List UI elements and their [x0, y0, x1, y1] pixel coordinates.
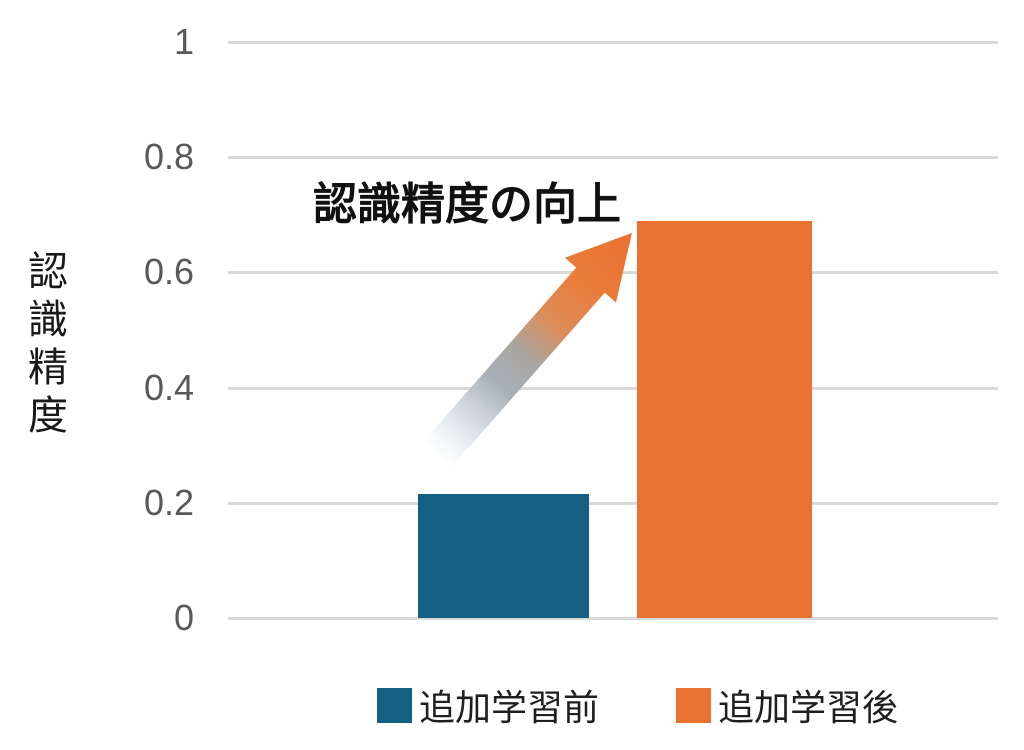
gridline-0.8 — [228, 156, 998, 160]
y-tick-label-0.8: 0.8 — [143, 136, 194, 178]
legend: 追加学習前 追加学習後 — [0, 682, 1024, 728]
gridline-0.2 — [228, 501, 998, 505]
legend-item-after: 追加学習後 — [676, 682, 898, 728]
bar-after-training — [637, 221, 812, 618]
y-tick-label-0.6: 0.6 — [143, 251, 194, 293]
gridline-1 — [228, 41, 998, 44]
legend-item-before: 追加学習前 — [377, 682, 599, 728]
legend-swatch-before — [377, 687, 412, 723]
legend-swatch-after — [676, 687, 711, 723]
legend-label-after: 追加学習後 — [718, 687, 899, 728]
gridline-0.6 — [228, 271, 998, 275]
annotation-label: 認識精度の向上 — [313, 180, 621, 229]
y-tick-label-0.2: 0.2 — [143, 481, 194, 523]
y-tick-label-1: 1 — [173, 21, 194, 62]
bar-before-training — [418, 494, 589, 618]
gridline-0 — [228, 617, 998, 620]
legend-label-before: 追加学習前 — [419, 687, 600, 728]
y-axis-title: 認識精度 — [22, 250, 66, 442]
y-tick-label-0.4: 0.4 — [143, 366, 194, 408]
y-tick-label-0: 0 — [173, 597, 194, 638]
gridline-0.4 — [228, 386, 998, 390]
arrow-shape — [421, 232, 633, 469]
